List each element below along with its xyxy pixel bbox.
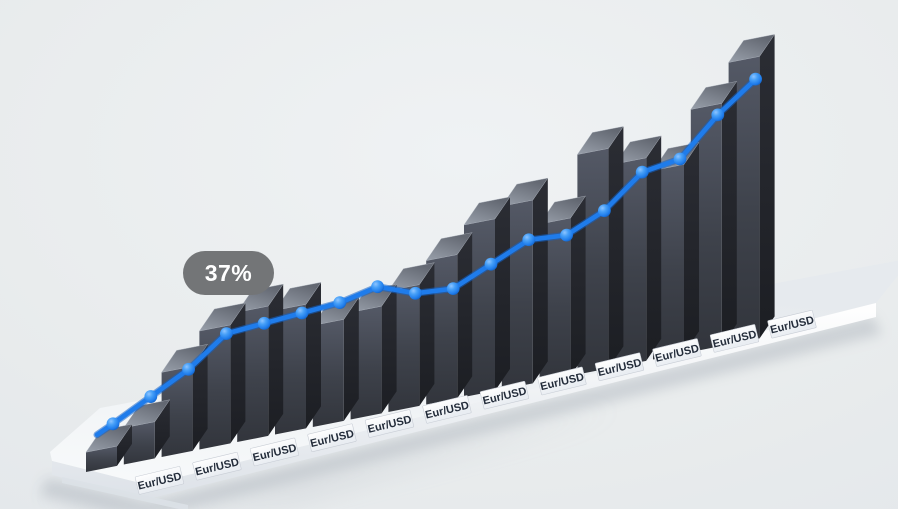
currency-pair-tag-plate	[422, 395, 472, 424]
trend-line-point	[182, 362, 196, 376]
currency-pair-tag-plate	[364, 409, 415, 438]
bar-side-face	[268, 284, 284, 436]
trend-line-point	[711, 108, 725, 122]
bar-side-face	[457, 232, 473, 399]
currency-pair-tag-plate	[307, 423, 357, 452]
trend-line-point	[257, 316, 271, 330]
currency-pair-tag-plate	[652, 338, 702, 367]
bar-side-face	[759, 34, 775, 339]
trend-line-point	[522, 233, 536, 247]
platform-step	[62, 477, 188, 509]
trend-line-point	[598, 204, 611, 218]
bar-top-face	[690, 81, 738, 110]
trend-line-point	[144, 390, 158, 403]
bar-top-face	[236, 283, 284, 313]
trend-line-point	[635, 165, 649, 179]
trend-line-point	[484, 257, 498, 271]
trend-line-point	[371, 280, 384, 294]
bar-side-face	[684, 142, 699, 354]
currency-pair-tag: Eur/USD	[192, 451, 242, 481]
bar-side-face	[343, 297, 359, 421]
bar-top-face	[274, 282, 322, 311]
bar	[161, 344, 209, 457]
currency-pair-tag: Eur/USD	[364, 409, 415, 438]
bar-top-face	[123, 399, 171, 429]
bar-side-face	[306, 282, 321, 429]
trend-line-point	[560, 228, 573, 242]
bar-side-face	[646, 135, 662, 361]
percentage-badge: 37%	[183, 251, 274, 295]
bar-side-face	[495, 196, 510, 391]
currency-pair-tag: Eur/USD	[307, 423, 357, 452]
bar-side-face	[117, 424, 132, 466]
trend-line-point	[409, 286, 422, 300]
currency-pair-tag-plate	[767, 309, 817, 339]
bar-top-face	[728, 34, 776, 63]
bar-top-face	[198, 302, 246, 332]
currency-pair-tag-plate	[249, 437, 300, 467]
bar-side-face	[532, 178, 548, 384]
currency-pair-tag-plate	[709, 324, 760, 353]
bar-front-face	[86, 446, 117, 472]
currency-pair-tag: Eur/USD	[479, 380, 530, 410]
currency-pair-tag-plate	[537, 366, 587, 396]
bar-side-face	[154, 399, 170, 459]
bar-side-face	[570, 195, 586, 376]
trend-line-point	[295, 306, 309, 320]
bar-top-face	[614, 135, 662, 165]
trend-line-point	[106, 417, 120, 431]
percentage-badge-label: 37%	[204, 259, 253, 286]
trend-line-point	[673, 152, 687, 166]
bar-side-face	[721, 81, 737, 346]
bar-top-face	[387, 262, 435, 292]
currency-pair-tag-plate	[594, 352, 645, 381]
bar-top-face	[161, 344, 209, 373]
bar-top-face	[576, 126, 624, 155]
currency-pair-tag: Eur/USD	[652, 338, 702, 367]
currency-pair-tag: Eur/USD	[537, 366, 587, 396]
bar-side-face	[381, 284, 397, 414]
bar-top-face	[501, 177, 549, 207]
bar-side-face	[419, 262, 435, 406]
trend-line-point	[749, 72, 762, 86]
currency-pair-tag-plate	[479, 380, 530, 410]
currency-pair-tag: Eur/USD	[422, 395, 472, 424]
bar-top-face	[463, 196, 511, 226]
trend-line-point	[446, 282, 460, 296]
bar-side-face	[230, 302, 246, 444]
bar-side-face	[192, 344, 208, 451]
currency-pair-tag: Eur/USD	[709, 324, 760, 353]
currency-pair-tag: Eur/USD	[134, 466, 185, 495]
bar-side-face	[608, 126, 624, 369]
bar-top-face	[539, 195, 587, 225]
bar	[85, 423, 133, 472]
currency-pair-tag: Eur/USD	[594, 352, 645, 381]
trend-line-point	[220, 327, 233, 341]
currency-pair-tag: Eur/USD	[767, 309, 817, 339]
currency-pair-tag-plate	[192, 451, 242, 481]
trend-line-point	[333, 296, 347, 310]
currency-pair-tag: Eur/USD	[249, 437, 300, 467]
currency-pair-tag-plate	[134, 466, 185, 495]
bar-top-face	[425, 232, 473, 261]
